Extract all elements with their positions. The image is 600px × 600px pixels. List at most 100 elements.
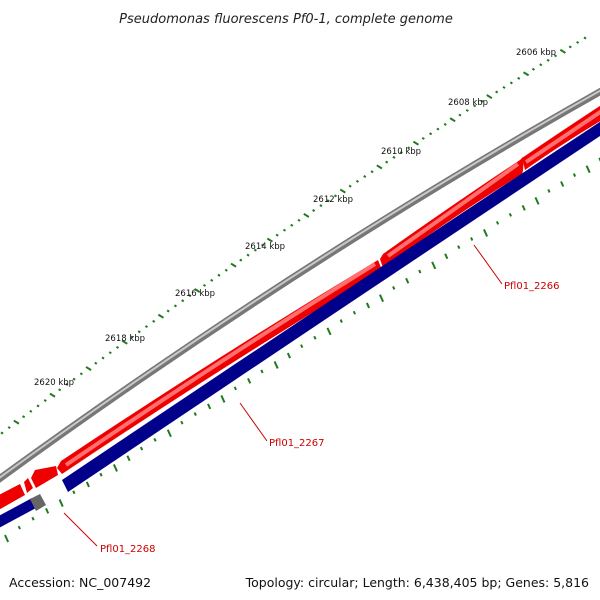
gene-feature-forward-small-a[interactable] [31, 466, 58, 488]
tick-mark [79, 372, 83, 376]
tick-mark [275, 233, 279, 237]
gc-mark [521, 204, 526, 211]
tick-mark [473, 104, 477, 108]
gc-mark [585, 165, 591, 174]
tick-mark [239, 258, 243, 262]
gc-mark [220, 395, 226, 403]
gc-mark [58, 499, 64, 507]
gc-content-marks [4, 157, 600, 543]
gc-mark [365, 302, 371, 309]
gene-feature-reverse-strand[interactable] [62, 114, 600, 492]
gc-mark [313, 335, 317, 340]
gc-mark [207, 403, 212, 410]
tick-mark [465, 108, 469, 112]
tick-mark [36, 404, 40, 408]
gc-mark [300, 344, 304, 349]
tick-mark [246, 253, 250, 257]
gene-feature-reverse-small[interactable] [0, 498, 36, 530]
tick-mark [130, 335, 134, 339]
gc-mark [560, 181, 565, 187]
gene-callout-line-pfl01-2268 [63, 512, 98, 547]
tick-mark [326, 199, 330, 203]
gene-feature-forward-small-c[interactable] [0, 484, 25, 512]
gc-mark [260, 369, 264, 374]
gene-feature-pfl01-2266-band [386, 162, 520, 258]
tick-mark [121, 339, 128, 345]
tick-mark [392, 155, 396, 159]
tick-mark [194, 288, 201, 293]
accession-text: Accession: NC_007492 [9, 575, 152, 590]
tick-mark [399, 151, 403, 155]
tick-mark [546, 58, 550, 62]
tick-mark [539, 63, 543, 67]
gc-mark [418, 269, 422, 274]
gc-mark [139, 446, 144, 451]
tick-label: 2612 kbp [313, 195, 353, 205]
tick-mark [217, 273, 221, 277]
gene-feature-grey-small[interactable] [30, 494, 46, 511]
tick-mark [458, 113, 462, 117]
tick-mark [509, 81, 513, 85]
tick-mark [436, 127, 440, 131]
gene-feature-forward-next-band [524, 109, 600, 164]
gc-mark [339, 319, 343, 323]
tick-mark [348, 184, 352, 188]
gene-feature-forward-small-b[interactable] [24, 478, 33, 493]
gc-mark [233, 386, 237, 391]
gc-mark [17, 525, 21, 530]
gc-mark [457, 245, 461, 250]
tick-mark [319, 204, 323, 208]
tick-mark [385, 160, 389, 164]
tick-mark [517, 76, 521, 80]
tick-mark [449, 117, 456, 123]
gc-mark [508, 212, 513, 217]
gene-label-pfl01-2268[interactable]: Pfl01_2268 [100, 544, 156, 555]
gc-mark [180, 420, 184, 425]
tick-mark [559, 48, 566, 54]
tick-mark [376, 164, 383, 170]
gc-mark [4, 534, 10, 543]
gc-mark [45, 507, 50, 514]
tick-mark [210, 278, 214, 282]
topology-summary: Topology: circular; Length: 6,438,405 bp… [245, 575, 589, 590]
tick-mark [181, 299, 185, 303]
tick-mark [486, 94, 493, 100]
gc-mark [379, 294, 385, 303]
tick-mark [101, 356, 105, 360]
tick-mark [202, 283, 207, 287]
tick-mark [290, 223, 294, 227]
gc-mark [153, 437, 157, 442]
tick-mark [495, 90, 499, 94]
map-title: Pseudomonas fluorescens Pf0-1, complete … [119, 12, 453, 27]
gc-mark [112, 464, 118, 472]
tick-label: 2618 kbp [105, 334, 145, 344]
tick-mark [370, 170, 374, 174]
tick-mark [137, 330, 141, 334]
tick-mark [443, 122, 447, 126]
tick-mark [266, 237, 273, 243]
tick-mark [583, 36, 587, 40]
gc-mark [286, 352, 291, 359]
tick-mark [576, 40, 580, 44]
gc-mark [483, 229, 489, 237]
gene-feature-pfl01-2267[interactable] [57, 260, 382, 474]
gc-mark [247, 377, 252, 384]
gc-mark [534, 196, 540, 205]
tick-mark [355, 179, 359, 183]
tick-mark [188, 294, 192, 298]
tick-mark [115, 345, 120, 349]
gc-mark [72, 490, 76, 495]
tick-mark [108, 351, 112, 355]
gene-label-pfl01-2266[interactable]: Pfl01_2266 [504, 281, 560, 292]
tick-mark [522, 71, 530, 77]
tick-mark [253, 248, 257, 252]
tick-mark [261, 243, 265, 247]
tick-mark [72, 377, 76, 381]
tick-labels: 2606 kbp 2608 kbp 2610 kbp 2612 kbp 2614 kbp… [34, 48, 556, 388]
tick-mark [173, 304, 177, 308]
gc-mark [126, 455, 131, 462]
gene-label-pfl01-2267[interactable]: Pfl01_2267 [269, 438, 325, 449]
tick-mark [144, 325, 148, 329]
tick-label: 2606 kbp [516, 48, 556, 58]
gc-mark [352, 310, 357, 315]
